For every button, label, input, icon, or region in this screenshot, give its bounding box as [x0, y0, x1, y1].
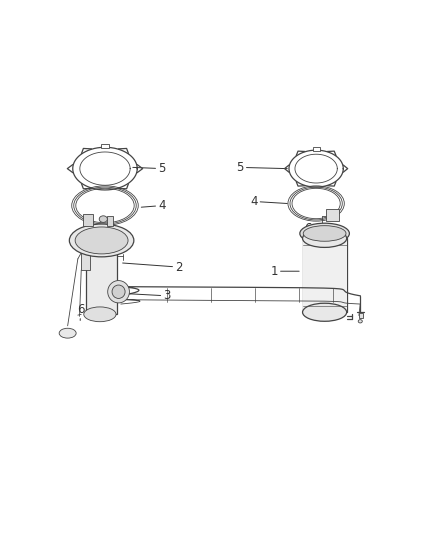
Ellipse shape — [75, 227, 128, 254]
Ellipse shape — [303, 303, 347, 321]
Bar — [86, 245, 117, 314]
Ellipse shape — [84, 307, 116, 322]
Bar — [313, 147, 319, 151]
Text: 4: 4 — [250, 195, 287, 208]
Text: 5: 5 — [237, 161, 287, 174]
Ellipse shape — [358, 320, 362, 323]
Text: 6: 6 — [77, 303, 84, 320]
Text: 4: 4 — [141, 199, 166, 212]
Text: 6: 6 — [304, 222, 313, 235]
Text: 3: 3 — [114, 289, 171, 302]
Bar — [101, 144, 109, 148]
Bar — [326, 209, 339, 221]
Bar — [303, 238, 347, 312]
Ellipse shape — [69, 224, 134, 257]
Text: 2: 2 — [123, 261, 183, 273]
Bar — [359, 313, 363, 318]
Text: 5: 5 — [133, 162, 166, 175]
Ellipse shape — [59, 328, 76, 338]
Ellipse shape — [303, 225, 346, 241]
Ellipse shape — [300, 223, 350, 244]
Bar — [107, 216, 113, 226]
Ellipse shape — [108, 280, 130, 303]
Ellipse shape — [99, 216, 107, 222]
Ellipse shape — [112, 285, 125, 298]
Bar — [83, 214, 93, 226]
Bar — [81, 243, 90, 270]
Text: 1: 1 — [270, 265, 299, 278]
Ellipse shape — [303, 229, 347, 247]
